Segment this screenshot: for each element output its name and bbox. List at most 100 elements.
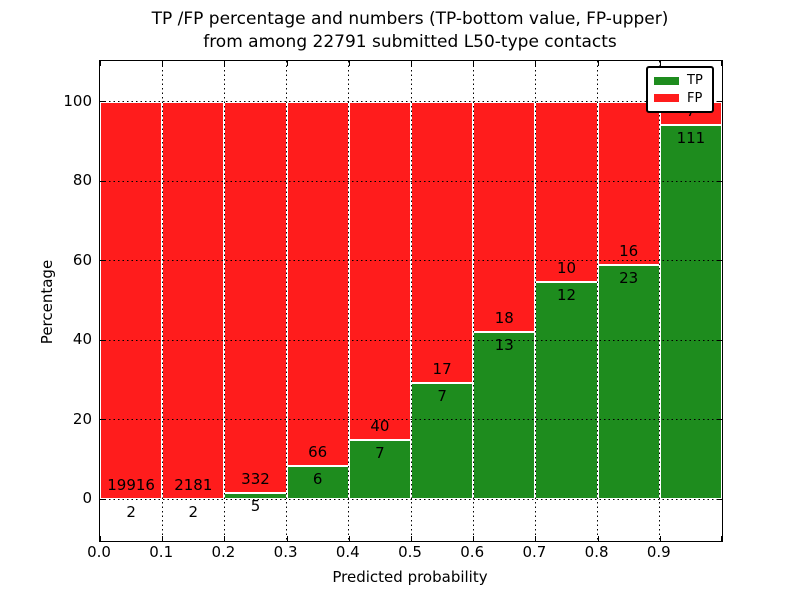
gridline-vertical	[534, 61, 536, 541]
axis-tick	[348, 536, 350, 541]
axis-tick	[286, 61, 288, 66]
gridline-vertical	[659, 61, 661, 541]
axis-tick	[717, 419, 722, 421]
legend: TP FP	[646, 66, 714, 113]
tp-count-label: 111	[676, 129, 706, 148]
bar-segment-fp	[286, 101, 349, 467]
axis-tick	[717, 260, 722, 262]
axis-tick	[224, 61, 226, 66]
bar-segment-fp	[411, 101, 474, 384]
legend-label-tp: TP	[687, 73, 703, 89]
axis-tick	[597, 536, 599, 541]
chart-title-line2: from among 22791 submitted L50-type cont…	[203, 32, 617, 52]
legend-item-tp: TP	[654, 74, 706, 87]
gridline-vertical	[223, 61, 225, 541]
fp-count-label: 16	[619, 241, 639, 260]
axis-tick	[100, 101, 105, 103]
gridline-horizontal	[100, 101, 722, 103]
bar-segment-fp	[100, 101, 163, 500]
y-tick-label: 0	[82, 489, 92, 508]
fp-count-label: 17	[432, 360, 452, 379]
axis-tick	[100, 498, 105, 500]
gridline-horizontal	[100, 419, 722, 421]
bar-segment-fp	[473, 101, 536, 333]
y-tick-label: 60	[72, 250, 92, 269]
chart-title: TP /FP percentage and numbers (TP-bottom…	[99, 8, 721, 54]
axis-tick	[721, 536, 722, 541]
fp-count-label: 2181	[174, 475, 213, 494]
bar-segment-tp	[286, 466, 349, 500]
gridline-vertical	[286, 61, 288, 541]
fp-count-label: 332	[241, 470, 270, 489]
axis-tick	[286, 536, 288, 541]
axis-tick	[721, 61, 722, 66]
bar-segment-fp	[224, 101, 287, 494]
axis-tick	[717, 180, 722, 182]
x-axis-label: Predicted probability	[332, 568, 488, 586]
bar-segment-fp	[348, 101, 411, 441]
x-tick-label: 0.1	[149, 543, 174, 561]
axis-tick	[100, 536, 101, 541]
gridline-horizontal	[100, 498, 722, 500]
axis-tick	[717, 498, 722, 500]
fp-count-label: 19916	[107, 476, 155, 495]
axis-tick	[659, 536, 661, 541]
bar-segment-tp	[224, 493, 287, 500]
x-tick-label: 0.8	[584, 543, 609, 561]
gridline-vertical	[472, 61, 474, 541]
tp-count-label: 12	[556, 286, 577, 305]
tp-count-label: 7	[375, 444, 385, 463]
bar-segment-tp	[473, 332, 536, 500]
bar-segment-fp	[535, 101, 598, 283]
axis-tick	[473, 536, 475, 541]
gridline-vertical	[410, 61, 412, 541]
y-tick-label: 80	[72, 171, 92, 190]
y-tick-label: 40	[72, 330, 92, 349]
tp-swatch-icon	[654, 76, 679, 85]
gridline-vertical	[161, 61, 163, 541]
axis-tick	[411, 61, 412, 66]
legend-item-fp: FP	[654, 92, 706, 105]
x-tick-label: 0.9	[646, 543, 671, 561]
axis-tick	[162, 61, 164, 66]
axis-tick	[100, 180, 105, 182]
fp-swatch-icon	[654, 94, 679, 103]
x-tick-label: 0.6	[460, 543, 485, 561]
fp-count-label: 40	[370, 417, 390, 436]
axis-tick	[348, 61, 350, 66]
x-tick-label: 0.0	[87, 543, 111, 561]
axis-tick	[535, 536, 537, 541]
fp-count-label: 18	[494, 309, 514, 328]
axis-tick	[597, 61, 599, 66]
axis-tick	[100, 61, 101, 66]
tp-count-label: 13	[494, 336, 514, 355]
axis-tick	[717, 101, 722, 103]
gridline-horizontal	[100, 180, 722, 182]
chart-title-line1: TP /FP percentage and numbers (TP-bottom…	[151, 9, 669, 29]
y-tick-label: 20	[72, 409, 92, 428]
axis-tick	[717, 339, 722, 341]
axis-tick	[659, 61, 661, 66]
x-tick-label: 0.3	[273, 543, 298, 561]
plot-area: 1991622181233256664071771813101216237111	[99, 60, 723, 542]
tp-count-label: 7	[437, 387, 447, 406]
tp-count-label: 2	[126, 503, 136, 522]
y-tick-label: 100	[63, 91, 92, 110]
x-tick-label: 0.5	[398, 543, 422, 561]
axis-tick	[100, 260, 105, 262]
x-tick-label: 0.7	[522, 543, 547, 561]
bar-segment-tp	[597, 264, 660, 500]
x-tick-label: 0.2	[211, 543, 236, 561]
gridline-vertical	[597, 61, 599, 541]
legend-label-fp: FP	[687, 90, 703, 106]
tp-count-label: 5	[250, 497, 261, 516]
tp-count-label: 2	[188, 502, 199, 521]
x-tick-label: 0.4	[335, 543, 360, 561]
axis-tick	[535, 61, 537, 66]
fp-count-label: 66	[308, 443, 328, 462]
axis-tick	[473, 61, 475, 66]
axis-tick	[411, 536, 412, 541]
bar-segment-tp	[659, 125, 722, 500]
tp-count-label: 23	[619, 268, 639, 287]
